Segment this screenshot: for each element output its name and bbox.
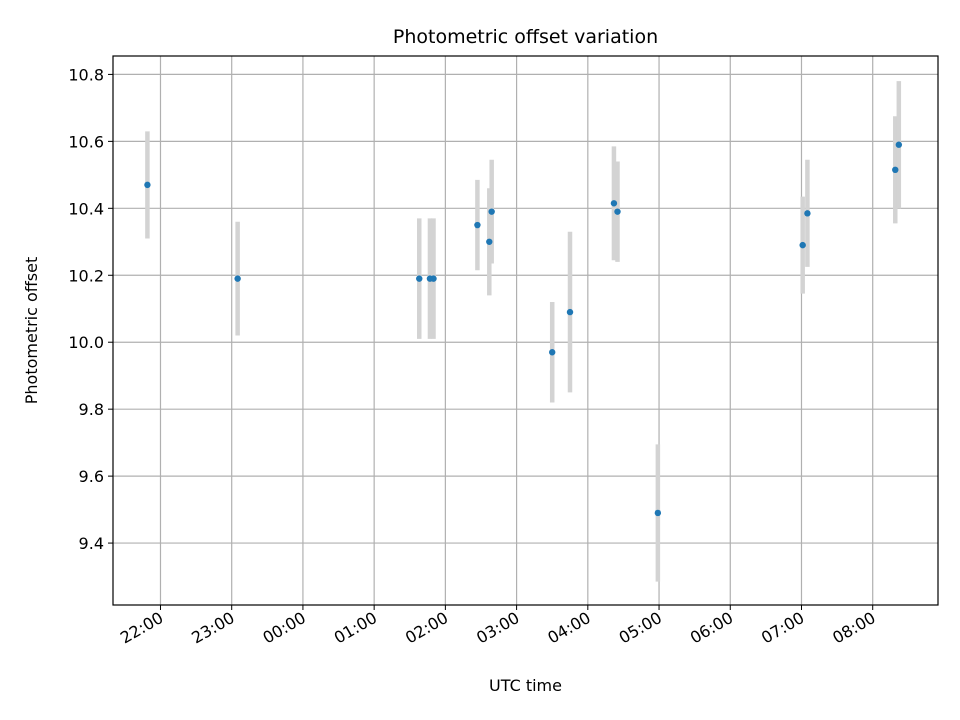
data-point [486, 238, 493, 245]
data-point [895, 141, 903, 148]
chart-title: Photometric offset variation [393, 26, 658, 48]
data-point [566, 308, 574, 316]
y-axis: 9.4 9.6 9.8 10.0 10.2 10.4 10.6 10.8 [68, 65, 113, 553]
data-point [488, 208, 495, 215]
y-tick-label: 9.8 [79, 400, 104, 419]
grid [113, 56, 938, 605]
y-tick-label: 10.0 [68, 333, 104, 352]
data-point [474, 221, 481, 229]
data-points [144, 141, 903, 517]
data-point [234, 275, 241, 282]
data-point [144, 181, 151, 189]
y-tick-label: 9.6 [79, 467, 104, 486]
data-point [799, 241, 806, 249]
y-tick-label: 10.2 [68, 266, 104, 285]
data-point [614, 208, 621, 215]
x-axis-title: UTC time [489, 676, 562, 695]
data-point [549, 349, 556, 356]
y-tick-label: 10.6 [68, 132, 104, 151]
y-axis-title: Photometric offset [22, 257, 41, 405]
plot-area-frame [112, 55, 939, 606]
data-point [804, 210, 811, 217]
y-tick-label: 10.4 [68, 199, 104, 218]
y-tick-label: 9.4 [79, 534, 104, 553]
y-tick-label: 10.8 [68, 65, 104, 84]
data-point [892, 166, 899, 174]
data-point [654, 509, 662, 517]
data-point [416, 275, 423, 282]
data-point [430, 275, 437, 282]
data-point [610, 200, 618, 207]
